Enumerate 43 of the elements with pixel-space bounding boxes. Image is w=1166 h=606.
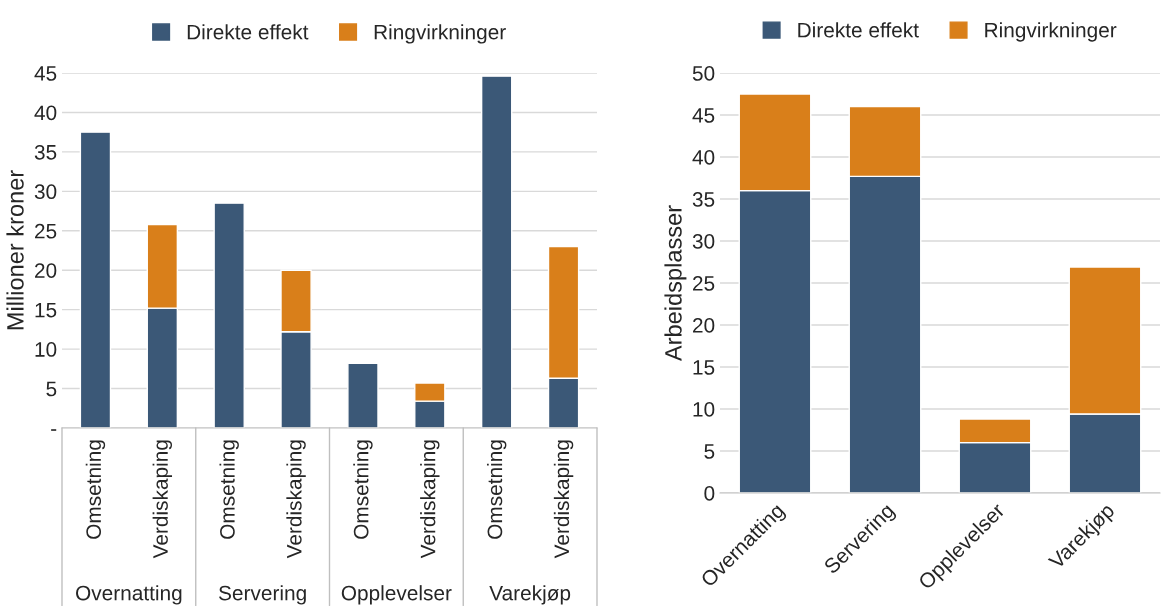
text: Servering [218,585,306,605]
y-tick-label: 35 [34,144,57,160]
legend-label: Ringvirkninger [985,22,1117,42]
x-tick-label: Verdiskaping [152,440,173,559]
x-tick-label: Verdiskaping [286,440,306,559]
y-tick-label: 10 [693,402,715,417]
x-tick-label: Verdiskaping [420,440,440,559]
y-tick-label: 25 [693,276,715,291]
y-tick-label: 40 [34,105,57,121]
text: Opplevelser [341,585,452,605]
text: Overnatting [76,585,182,605]
y-tick-label: 20 [693,318,715,333]
y-tick-label: 15 [693,360,715,375]
y-tick-label: 15 [35,302,57,318]
legend-label: Direkte effekt [798,22,919,38]
bar [79,131,112,428]
y-tick-label: 30 [692,234,715,249]
y-tick-label: - [51,429,57,431]
y-axis-title: Arbeidsplasser [664,205,687,362]
x-tick-label: Omsetning [486,440,507,539]
legend-label: Ringvirkninger [374,24,506,44]
bar [213,202,245,428]
y-tick-label: 40 [692,150,715,165]
y-tick-label: 0 [704,486,715,501]
y-tick-label: 30 [34,184,57,200]
y-axis-title: Millioner kroner [6,170,24,330]
y-tick-label: 50 [692,66,715,81]
y-tick-label: 10 [35,342,57,357]
y-tick-label: 20 [35,263,57,278]
text: Varekjøp [489,585,571,605]
legend-label: Direkte effekt [187,24,309,40]
y-tick-label: 25 [35,223,57,239]
x-tick-label: Omsetning [85,440,106,539]
y-tick-label: 45 [34,66,57,81]
bar [347,362,379,428]
x-tick-label: Verdiskaping [553,440,574,559]
y-tick-label: 35 [692,192,715,207]
y-tick-label: 5 [46,381,57,397]
bar [480,75,513,428]
y-tick-label: 5 [704,444,715,459]
x-tick-label: Omsetning [219,440,239,539]
y-tick-label: 45 [692,108,715,123]
x-tick-label: Omsetning [353,440,373,539]
